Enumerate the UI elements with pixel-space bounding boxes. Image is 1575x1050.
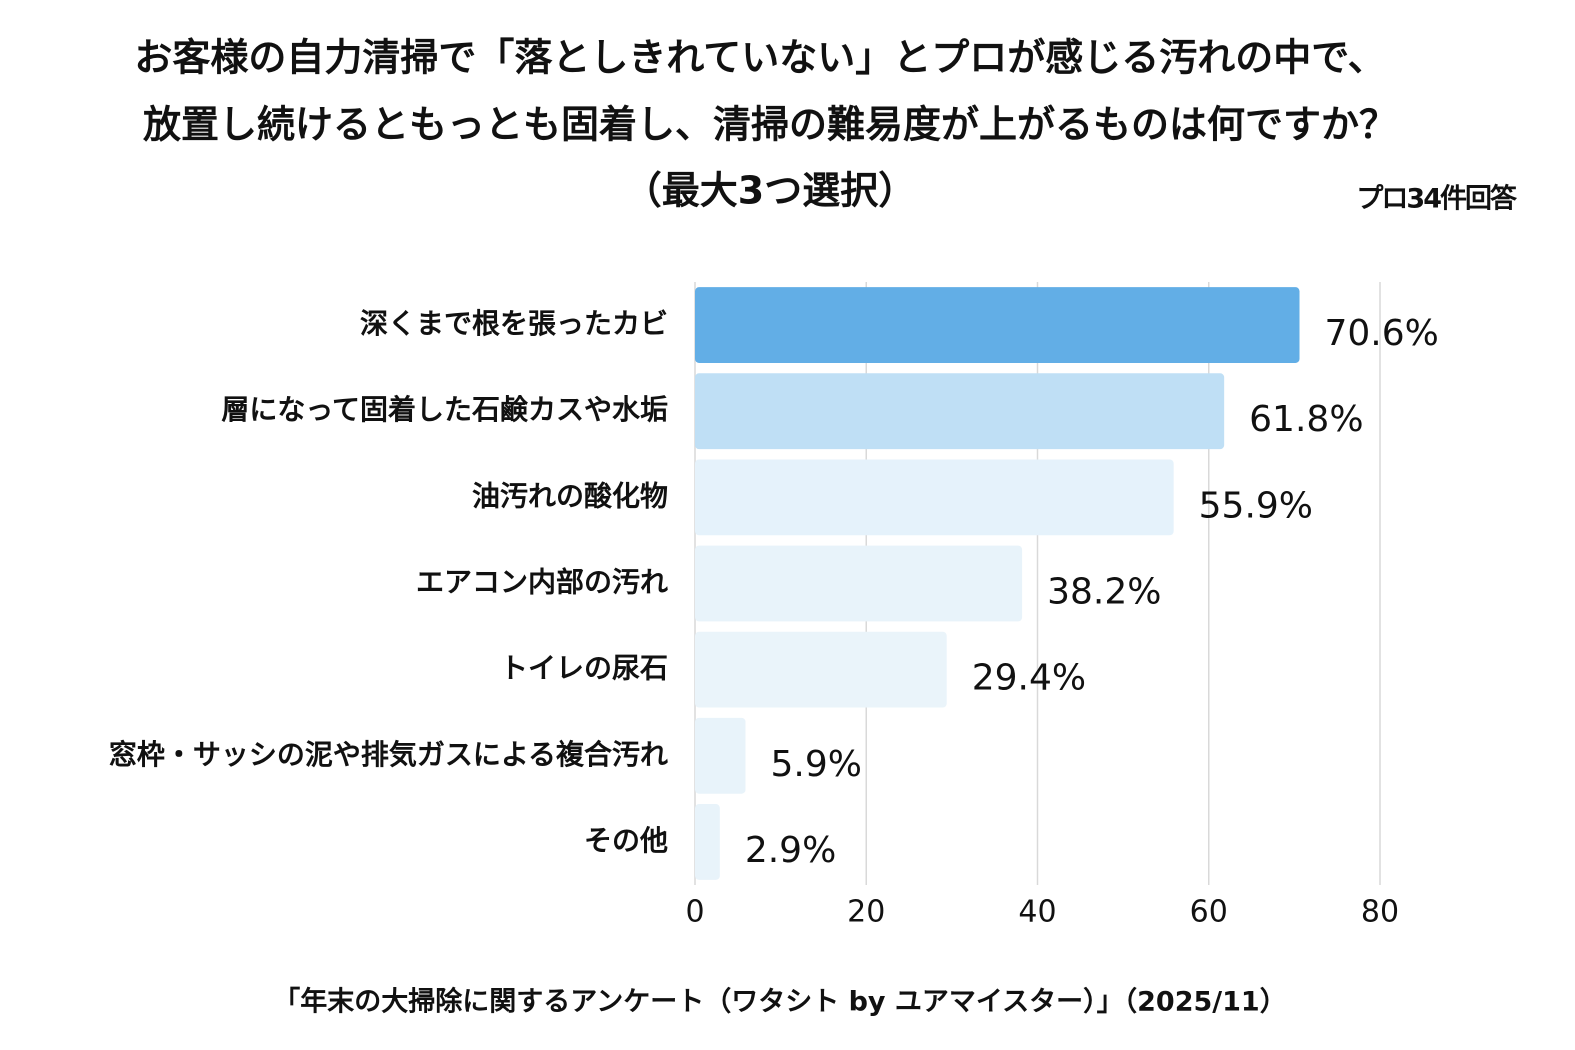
y-tick-label: 油汚れの酸化物: [472, 479, 668, 512]
chart-title: （最大3つ選択）: [624, 169, 916, 213]
source: 「年末の大掃除に関するアンケート（ワタシト by ユアマイスター）」（2025/…: [273, 986, 1286, 1018]
value-label: 70.6%: [1325, 313, 1439, 354]
value-label: 55.9%: [1199, 485, 1313, 526]
note: プロ34件回答: [1356, 183, 1518, 215]
x-tick-label: 80: [1361, 895, 1399, 930]
chart-title: 放置し続けるともっとも固着し、清掃の難易度が上がるものは何ですか？: [143, 103, 1397, 147]
x-tick-label: 40: [1018, 895, 1056, 930]
y-tick-label: トイレの尿石: [500, 652, 668, 685]
bar: [695, 287, 1300, 363]
value-label: 5.9%: [771, 744, 862, 785]
bar: [695, 545, 1023, 622]
value-label: 61.8%: [1249, 399, 1363, 440]
y-tick-label: エアコン内部の汚れ: [416, 566, 668, 599]
value-label: 29.4%: [972, 658, 1086, 699]
x-tick-label: 20: [847, 895, 885, 930]
y-tick-label: 層になって固着した石鹸カスや水垢: [221, 393, 668, 426]
bar: [695, 373, 1225, 450]
bar: [695, 459, 1174, 536]
x-tick-label: 60: [1190, 895, 1228, 930]
value-label: 38.2%: [1047, 572, 1161, 613]
y-tick-label: その他: [584, 824, 668, 857]
bar: [695, 717, 746, 794]
chart-title: お客様の自力清掃で「落としきれていない」とプロが感じる汚れの中で、: [134, 36, 1385, 80]
y-tick-label: 深くまで根を張ったカビ: [360, 307, 668, 340]
bar: [695, 804, 720, 880]
x-tick-label: 0: [685, 895, 704, 930]
value-label: 2.9%: [745, 830, 836, 871]
bar: [695, 631, 947, 708]
y-tick-label: 窓枠・サッシの泥や排気ガスによる複合汚れ: [109, 738, 668, 771]
